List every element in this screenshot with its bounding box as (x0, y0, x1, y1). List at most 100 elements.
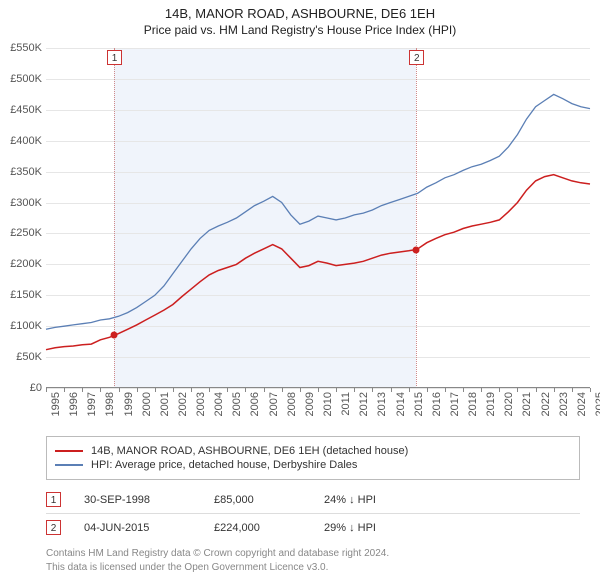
x-axis-label: 2021 (521, 392, 533, 416)
x-tick (499, 388, 500, 392)
event-row-delta: 29% ↓ HPI (324, 522, 444, 534)
legend-label: HPI: Average price, detached house, Derb… (91, 459, 357, 471)
x-tick (119, 388, 120, 392)
x-axis-label: 2020 (503, 392, 515, 416)
event-row-price: £85,000 (214, 494, 314, 506)
x-axis-label: 1999 (123, 392, 135, 416)
x-tick (300, 388, 301, 392)
x-axis-label: 2016 (431, 392, 443, 416)
x-tick (318, 388, 319, 392)
x-tick (536, 388, 537, 392)
event-row-date: 30-SEP-1998 (84, 494, 204, 506)
x-tick (517, 388, 518, 392)
x-tick (427, 388, 428, 392)
chart-subtitle: Price paid vs. HM Land Registry's House … (0, 23, 600, 37)
x-tick (554, 388, 555, 392)
y-axis-label: £250K (10, 227, 46, 239)
x-tick (590, 388, 591, 392)
x-tick (245, 388, 246, 392)
event-dot (111, 332, 118, 339)
x-tick (445, 388, 446, 392)
x-axis-label: 2001 (159, 392, 171, 416)
x-tick (173, 388, 174, 392)
event-dot (413, 246, 420, 253)
footer-line-1: Contains HM Land Registry data © Crown c… (46, 547, 580, 561)
x-axis-label: 2013 (376, 392, 388, 416)
x-axis-label: 2007 (268, 392, 280, 416)
x-axis-label: 2025 (594, 392, 600, 416)
x-axis-label: 2014 (395, 392, 407, 416)
x-tick (282, 388, 283, 392)
y-axis-label: £50K (16, 351, 46, 363)
x-tick (209, 388, 210, 392)
x-axis-label: 2022 (540, 392, 552, 416)
x-tick (227, 388, 228, 392)
legend-row: 14B, MANOR ROAD, ASHBOURNE, DE6 1EH (det… (55, 445, 571, 457)
legend-label: 14B, MANOR ROAD, ASHBOURNE, DE6 1EH (det… (91, 445, 408, 457)
x-tick (137, 388, 138, 392)
x-tick (82, 388, 83, 392)
x-axis-label: 1997 (86, 392, 98, 416)
x-tick (391, 388, 392, 392)
x-tick (354, 388, 355, 392)
x-tick (481, 388, 482, 392)
x-tick (372, 388, 373, 392)
x-axis: 1995199619971998199920002001200220032004… (46, 388, 590, 432)
footer-attribution: Contains HM Land Registry data © Crown c… (46, 547, 580, 574)
x-axis-label: 2004 (213, 392, 225, 416)
chart-plot-area: £0£50K£100K£150K£200K£250K£300K£350K£400… (46, 47, 590, 388)
x-axis-label: 2003 (195, 392, 207, 416)
legend-swatch (55, 464, 83, 466)
y-axis-label: £300K (10, 197, 46, 209)
legend: 14B, MANOR ROAD, ASHBOURNE, DE6 1EH (det… (46, 436, 580, 480)
x-tick (155, 388, 156, 392)
x-axis-label: 2010 (322, 392, 334, 416)
y-axis-label: £0 (30, 382, 46, 394)
y-axis-label: £500K (10, 73, 46, 85)
event-row-marker: 2 (46, 520, 61, 535)
x-axis-label: 2015 (413, 392, 425, 416)
x-axis-label: 2008 (286, 392, 298, 416)
event-row-marker: 1 (46, 492, 61, 507)
x-axis-label: 1996 (68, 392, 80, 416)
x-axis-label: 2009 (304, 392, 316, 416)
series-line-price_paid (46, 175, 590, 350)
footer-line-2: This data is licensed under the Open Gov… (46, 561, 580, 574)
event-row-date: 04-JUN-2015 (84, 522, 204, 534)
y-axis-label: £400K (10, 135, 46, 147)
x-tick (572, 388, 573, 392)
legend-swatch (55, 450, 83, 452)
x-axis-label: 2018 (467, 392, 479, 416)
x-axis-label: 2012 (358, 392, 370, 416)
x-tick (100, 388, 101, 392)
y-axis-label: £350K (10, 166, 46, 178)
legend-row: HPI: Average price, detached house, Derb… (55, 459, 571, 471)
y-axis-label: £200K (10, 258, 46, 270)
event-row: 1 30-SEP-1998 £85,000 24% ↓ HPI (46, 486, 580, 514)
x-tick (409, 388, 410, 392)
y-axis-label: £550K (10, 42, 46, 54)
x-axis-label: 1995 (50, 392, 62, 416)
x-axis-label: 2005 (231, 392, 243, 416)
x-axis-label: 2002 (177, 392, 189, 416)
chart-title: 14B, MANOR ROAD, ASHBOURNE, DE6 1EH (0, 6, 600, 21)
x-axis-label: 2017 (449, 392, 461, 416)
x-axis-label: 2023 (558, 392, 570, 416)
event-row-delta: 24% ↓ HPI (324, 494, 444, 506)
x-axis-label: 2019 (485, 392, 497, 416)
y-axis-label: £150K (10, 289, 46, 301)
x-axis-label: 1998 (104, 392, 116, 416)
x-tick (191, 388, 192, 392)
x-axis-label: 2011 (340, 392, 352, 416)
x-tick (264, 388, 265, 392)
x-tick (46, 388, 47, 392)
event-row: 2 04-JUN-2015 £224,000 29% ↓ HPI (46, 514, 580, 541)
y-axis-label: £100K (10, 320, 46, 332)
x-tick (336, 388, 337, 392)
x-axis-label: 2024 (576, 392, 588, 416)
x-axis-label: 2006 (249, 392, 261, 416)
x-tick (463, 388, 464, 392)
events-table: 1 30-SEP-1998 £85,000 24% ↓ HPI 2 04-JUN-2015… (46, 486, 580, 541)
event-row-price: £224,000 (214, 522, 314, 534)
y-axis-label: £450K (10, 104, 46, 116)
